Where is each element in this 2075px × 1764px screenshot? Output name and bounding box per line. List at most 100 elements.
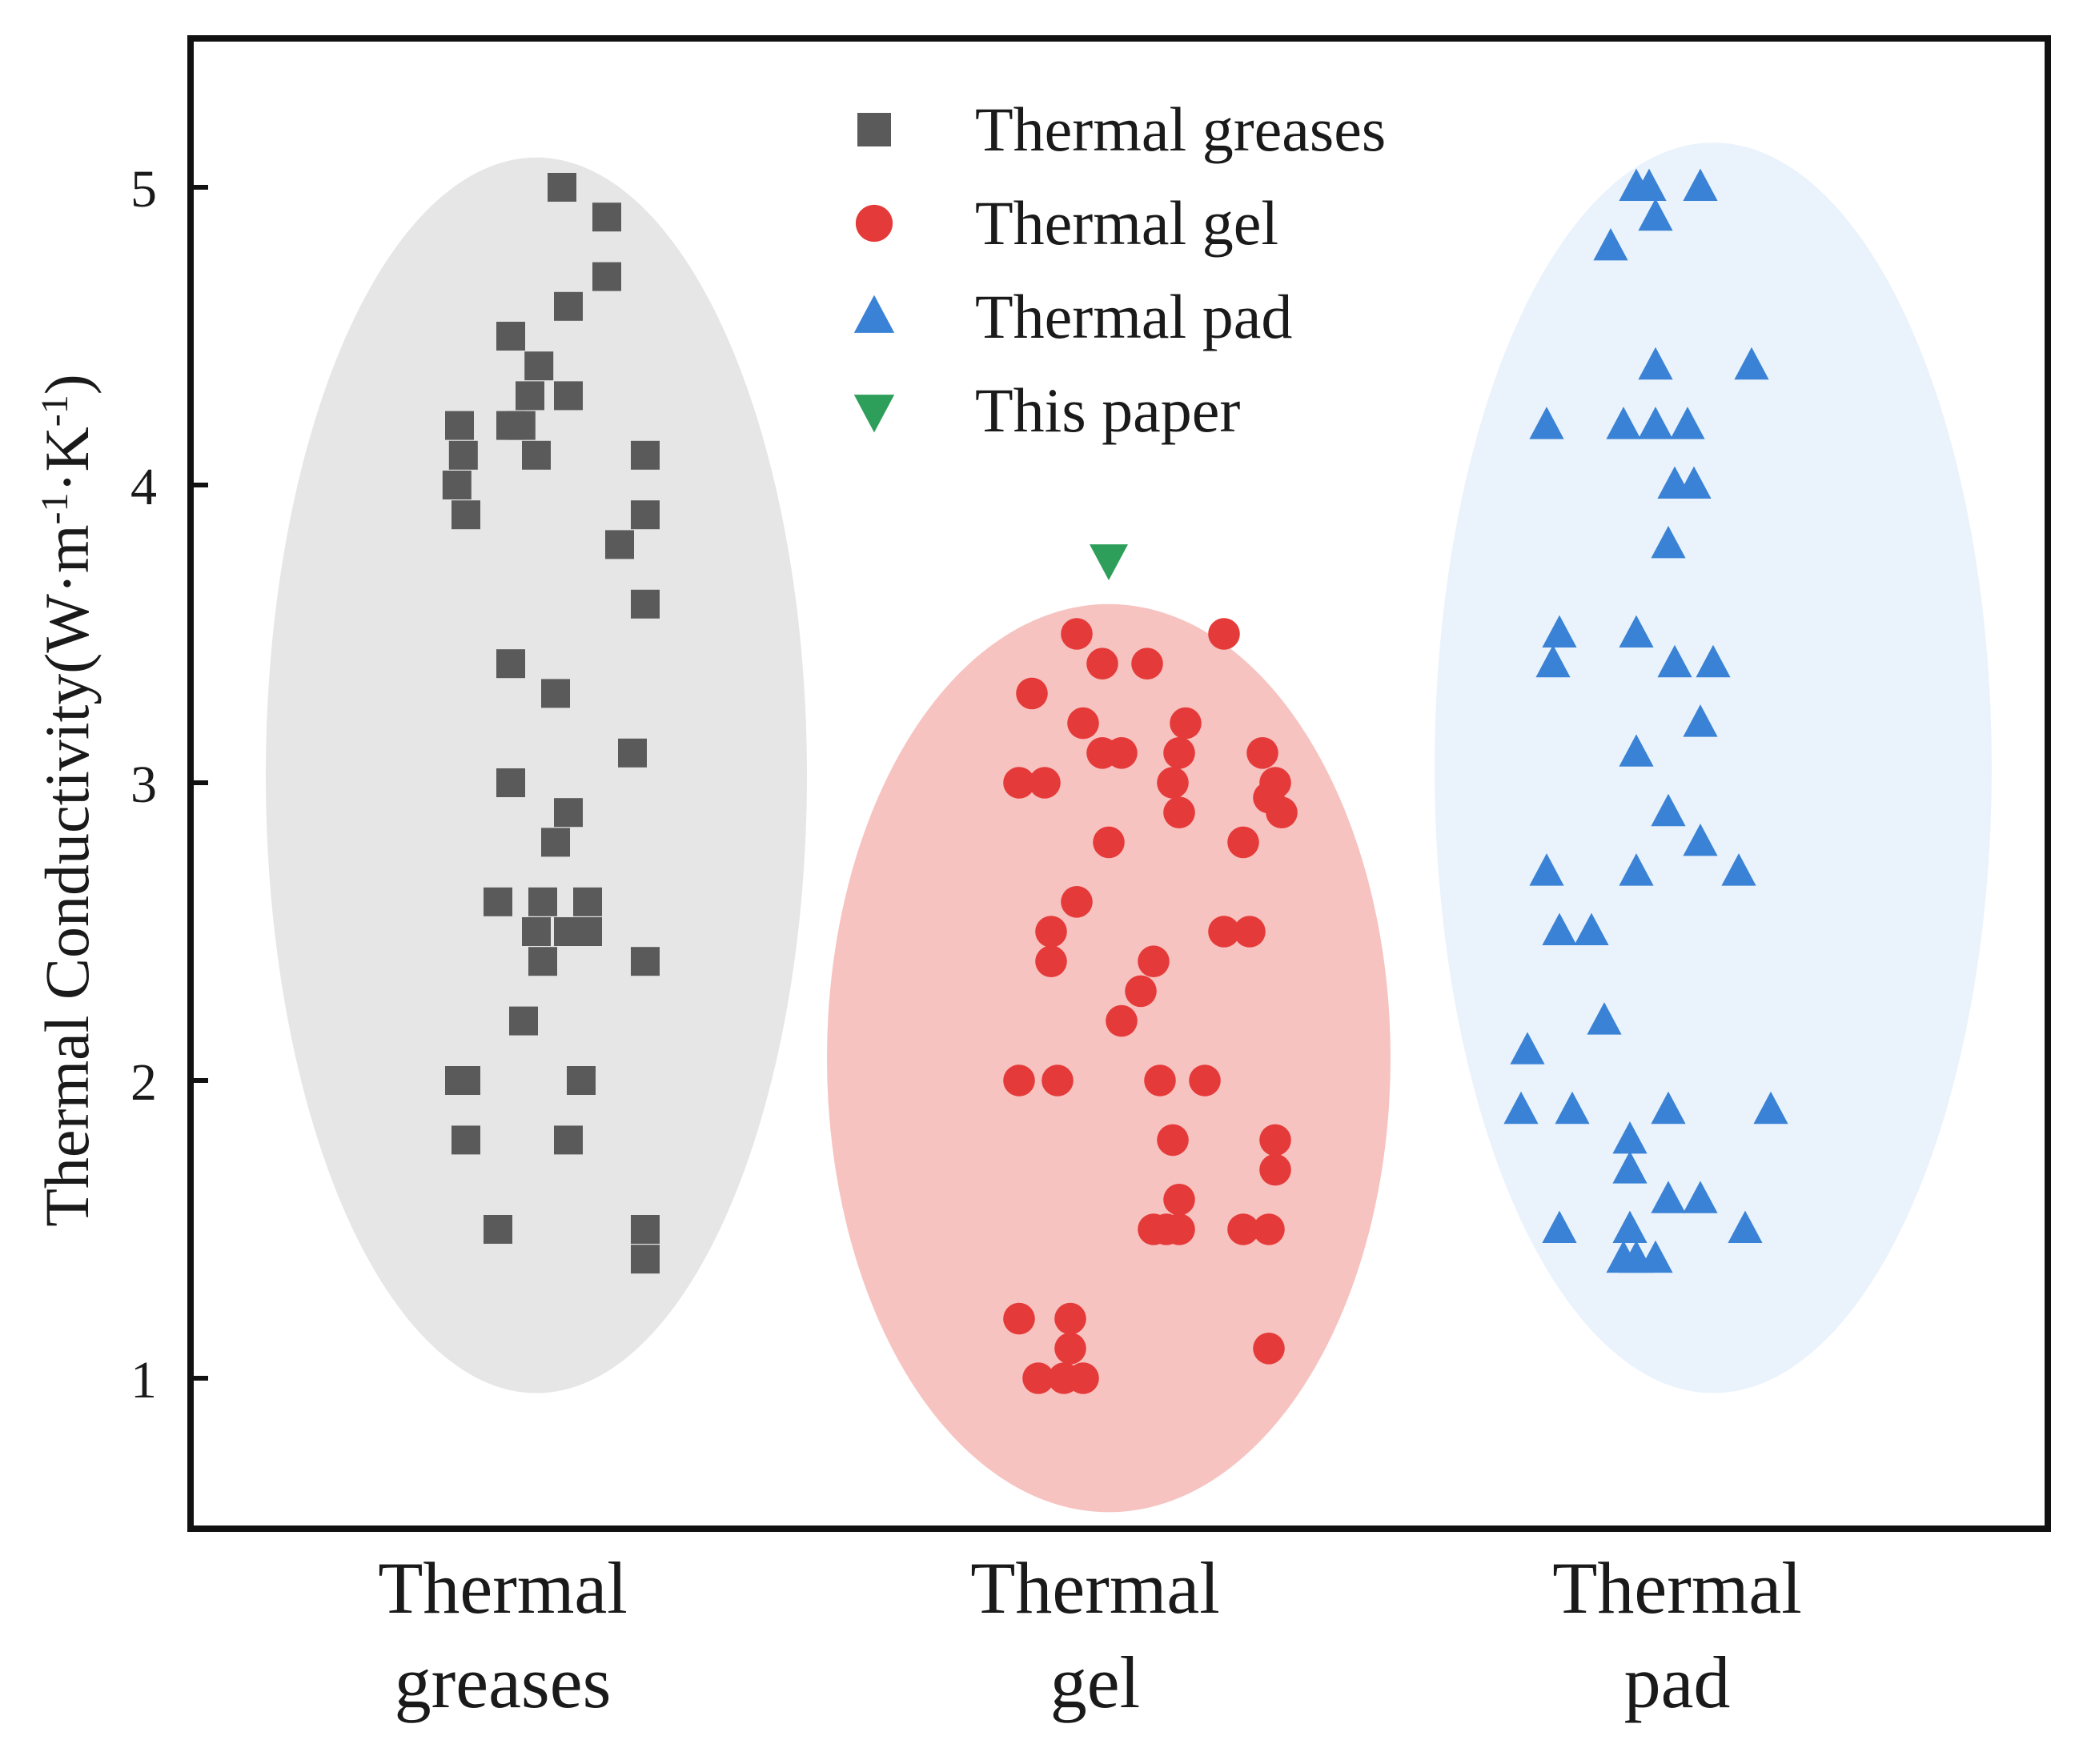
legend-entry: Thermal pad xyxy=(853,282,1292,351)
data-point xyxy=(496,768,525,797)
x-category-label-greases: Thermal greases xyxy=(378,1547,628,1723)
series-pad xyxy=(1503,168,1788,1273)
data-point xyxy=(1106,1004,1138,1037)
axes: 1 2 3 4 5 Thermal Conductivity(W·m-1·K-1) Ther… xyxy=(32,35,2051,1723)
x-category-label-line: gel xyxy=(1050,1642,1140,1723)
legend-marker xyxy=(855,204,893,243)
data-point xyxy=(445,411,474,440)
data-point xyxy=(524,351,554,381)
data-point xyxy=(1555,1091,1590,1125)
data-point xyxy=(1503,1091,1539,1125)
data-point xyxy=(1157,767,1189,799)
data-point xyxy=(1189,1064,1221,1096)
data-point xyxy=(1246,737,1278,769)
data-point xyxy=(592,202,621,232)
data-point xyxy=(1542,615,1577,648)
data-point xyxy=(631,500,660,530)
data-point xyxy=(1651,1181,1686,1213)
data-point xyxy=(1696,644,1731,678)
data-point xyxy=(1670,407,1705,439)
data-point xyxy=(1612,1151,1648,1184)
data-point xyxy=(605,530,634,559)
data-point xyxy=(448,440,478,470)
data-point xyxy=(1003,1064,1035,1096)
data-point xyxy=(1042,1064,1074,1096)
data-point xyxy=(1606,407,1641,439)
series-gel-this-paper xyxy=(1090,544,1128,581)
data-point xyxy=(522,917,551,946)
data-point xyxy=(1022,1362,1054,1394)
data-point xyxy=(1227,826,1259,859)
data-point xyxy=(1125,975,1157,1008)
y-tick-label: 3 xyxy=(130,756,157,814)
data-point xyxy=(1016,677,1048,710)
data-point xyxy=(452,1066,480,1095)
data-point xyxy=(1587,1002,1622,1035)
data-point xyxy=(1638,1240,1673,1273)
data-point xyxy=(1054,1302,1086,1335)
data-point xyxy=(528,947,557,976)
x-category-label-line: greases xyxy=(395,1642,612,1723)
data-point xyxy=(1574,912,1609,946)
ellipse-greases xyxy=(266,157,807,1393)
x-category-label-line: Thermal xyxy=(1552,1547,1802,1629)
data-point xyxy=(528,887,557,916)
data-point xyxy=(1638,407,1673,439)
legend: Thermal greases Thermal gel Thermal pad Thi… xyxy=(853,94,1386,445)
data-point xyxy=(1721,853,1756,886)
data-point xyxy=(1131,647,1163,680)
data-point xyxy=(541,828,570,857)
x-category-label-line: Thermal xyxy=(378,1547,628,1629)
data-point xyxy=(1234,916,1266,948)
y-tick-label: 2 xyxy=(130,1053,157,1112)
data-point xyxy=(1170,707,1202,740)
legend-marker xyxy=(853,295,895,333)
data-point xyxy=(631,440,660,470)
data-point xyxy=(1638,347,1673,380)
data-point xyxy=(554,291,583,321)
data-point xyxy=(1253,1333,1285,1365)
data-point xyxy=(1208,916,1240,948)
data-point xyxy=(573,887,602,916)
data-point xyxy=(1632,168,1667,202)
legend-label: Thermal pad xyxy=(975,282,1292,351)
data-point xyxy=(1728,1210,1763,1244)
data-point xyxy=(496,649,525,679)
series-gel xyxy=(1003,618,1298,1394)
data-point xyxy=(1657,644,1692,678)
data-point xyxy=(1266,796,1298,828)
data-point xyxy=(1253,1213,1285,1245)
data-markers xyxy=(442,168,1788,1394)
x-category-label-line: Thermal xyxy=(970,1547,1220,1629)
x-category-label-line: pad xyxy=(1624,1642,1731,1723)
data-point xyxy=(484,887,512,916)
data-point xyxy=(506,411,536,440)
data-point xyxy=(1753,1091,1788,1125)
data-point xyxy=(452,500,480,530)
data-point xyxy=(1638,198,1673,231)
data-point xyxy=(1651,525,1686,559)
data-point xyxy=(1163,1213,1195,1245)
y-tick-label: 1 xyxy=(130,1351,157,1409)
legend-label: This paper xyxy=(975,375,1240,445)
data-point xyxy=(1138,945,1170,977)
data-point xyxy=(509,1006,538,1036)
data-point xyxy=(1067,707,1099,740)
legend-entry: This paper xyxy=(853,375,1240,445)
data-point xyxy=(1090,544,1128,581)
data-point xyxy=(1651,793,1686,827)
series-greases xyxy=(442,173,660,1274)
data-point xyxy=(1163,737,1195,769)
data-point xyxy=(548,173,576,202)
x-category-label-gel: Thermal gel xyxy=(970,1547,1220,1723)
legend-label: Thermal greases xyxy=(975,94,1386,164)
data-point xyxy=(1612,1121,1648,1154)
data-point xyxy=(1619,615,1654,648)
legend-entry: Thermal gel xyxy=(855,188,1278,258)
data-point xyxy=(1035,916,1067,948)
data-point xyxy=(631,947,660,976)
legend-marker xyxy=(857,113,891,146)
data-point xyxy=(1683,168,1718,202)
data-point xyxy=(522,440,551,470)
